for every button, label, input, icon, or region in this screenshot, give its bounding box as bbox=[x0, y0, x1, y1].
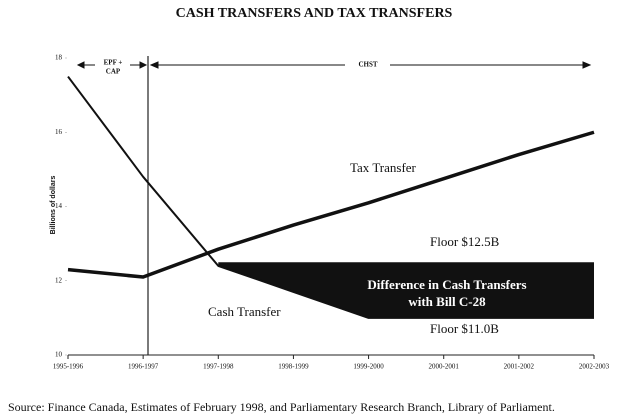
x-tick-label: 1997-1998 bbox=[203, 363, 234, 371]
x-tick-label: 1995-1996 bbox=[53, 363, 84, 371]
x-tick-label: 1999-2000 bbox=[353, 363, 384, 371]
y-tick-label: 18 bbox=[55, 54, 63, 62]
annotation: Floor $11.0B bbox=[430, 321, 499, 336]
annotation: with Bill C-28 bbox=[408, 294, 486, 309]
series-label: Tax Transfer bbox=[350, 160, 417, 175]
annotation: Difference in Cash Transfers bbox=[367, 277, 526, 292]
series-label: Cash Transfer bbox=[208, 304, 281, 319]
x-tick-label: 2000-2001 bbox=[429, 363, 460, 371]
series-line bbox=[67, 130, 595, 279]
chart-title: CASH TRANSFERS AND TAX TRANSFERS bbox=[176, 6, 453, 21]
arrow-head bbox=[139, 61, 148, 69]
y-tick-label: 10 bbox=[55, 351, 63, 359]
series-line bbox=[67, 75, 594, 319]
region-label: CHST bbox=[358, 61, 377, 69]
difference-area bbox=[218, 262, 595, 318]
y-tick-label: 12 bbox=[55, 276, 63, 284]
region-label: CAP bbox=[106, 68, 121, 76]
x-tick-label: 2002-2003 bbox=[579, 363, 610, 371]
arrow-head bbox=[76, 61, 85, 69]
region-label: EPF + bbox=[104, 59, 123, 67]
y-tick-label: 16 bbox=[55, 128, 63, 136]
x-tick-label: 2001-2002 bbox=[504, 363, 535, 371]
region-arrows bbox=[76, 61, 592, 69]
x-tick-label: 1998-1999 bbox=[278, 363, 309, 371]
y-axis-label: Billions of dollars bbox=[50, 176, 57, 235]
arrow-head bbox=[149, 61, 159, 69]
annotation: Floor $12.5B bbox=[430, 234, 500, 249]
plot: 10 12 14 16 18 1995-1996 1996-1997 1997-1998 199… bbox=[53, 54, 610, 371]
source: Source: Finance Canada, Estimates of Feb… bbox=[8, 400, 555, 414]
arrow-head bbox=[582, 61, 592, 69]
x-tick-label: 1996-1997 bbox=[128, 363, 159, 371]
y-tick-label: 14 bbox=[55, 202, 63, 210]
